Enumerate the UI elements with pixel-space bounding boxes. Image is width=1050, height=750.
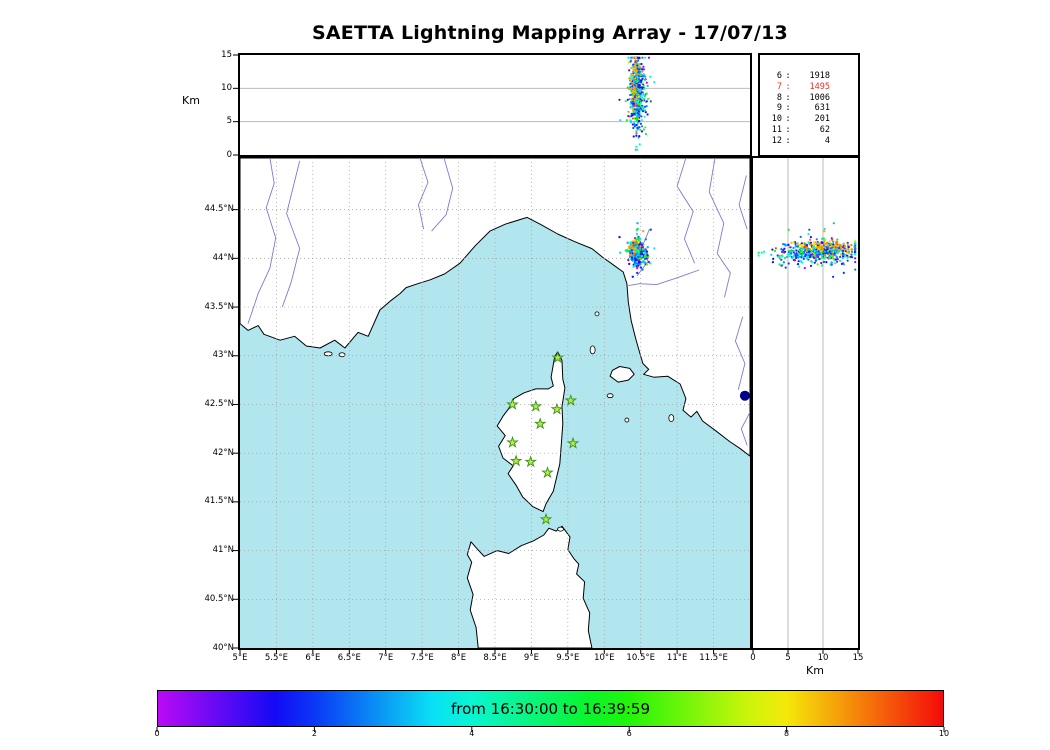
- station-count-row: 12:4: [770, 136, 850, 147]
- altitude-tick-label-left: 15: [204, 50, 232, 60]
- colorbar-tick-label: 0: [143, 729, 171, 738]
- altitude-tick-label-bottom: 5: [774, 653, 802, 663]
- station-number: 8: [770, 93, 782, 104]
- lat-tick-label: 42°N: [190, 448, 234, 458]
- source-count: 1495: [794, 82, 830, 93]
- source-count: 1006: [794, 93, 830, 104]
- lat-tick-label: 41.5°N: [190, 496, 234, 506]
- station-number: 10: [770, 114, 782, 125]
- map-plot: [240, 158, 750, 648]
- station-number: 11: [770, 125, 782, 136]
- islet: [625, 418, 629, 422]
- altitude-longitude-plot: [240, 55, 750, 155]
- source-count: 631: [794, 103, 830, 114]
- altitude-longitude-scatter: [618, 57, 655, 151]
- islet: [324, 352, 332, 356]
- altitude-latitude-scatter: [758, 222, 857, 278]
- station-count-row: 9:631: [770, 103, 850, 114]
- station-number: 9: [770, 103, 782, 114]
- colorbar-tick-label: 8: [773, 729, 801, 738]
- colorbar-tick-label: 2: [300, 729, 328, 738]
- lon-tick-label: 11.5°E: [690, 653, 738, 663]
- altitude-axis-unit-bottom: Km: [793, 664, 837, 677]
- colorbar-tick-label: 6: [615, 729, 643, 738]
- lat-tick-label: 43.5°N: [190, 302, 234, 312]
- station-count-row: 7:1495: [770, 82, 850, 93]
- station-number: 12: [770, 136, 782, 147]
- altitude-tick-label-bottom: 0: [739, 653, 767, 663]
- lat-tick-label: 40.5°N: [190, 594, 234, 604]
- lat-tick-label: 40°N: [190, 643, 234, 653]
- altitude-tick-label-left: 5: [204, 116, 232, 126]
- source-count: 201: [794, 114, 830, 125]
- station-number: 7: [770, 82, 782, 93]
- station-count-row: 11:62: [770, 125, 850, 136]
- islet: [607, 394, 613, 398]
- page-title: SAETTA Lightning Mapping Array - 17/07/1…: [240, 22, 860, 44]
- station-count-row: 8:1006: [770, 93, 850, 104]
- lat-tick-label: 41°N: [190, 545, 234, 555]
- altitude-latitude-panel: [751, 156, 860, 650]
- colorbar-tick-label: 10: [930, 729, 958, 738]
- station-count-rows: 6:19187:14958:10069:63110:20111:6212:4: [770, 71, 850, 147]
- islet: [558, 527, 564, 531]
- figure: SAETTA Lightning Mapping Array - 17/07/1…: [0, 0, 1050, 750]
- altitude-tick-label-bottom: 15: [844, 653, 872, 663]
- altitude-tick-label-left: 0: [204, 150, 232, 160]
- station-count-row: 10:201: [770, 114, 850, 125]
- lat-tick-label: 43°N: [190, 350, 234, 360]
- station-count-row: 6:1918: [770, 71, 850, 82]
- islet: [339, 353, 345, 357]
- map-panel: [238, 156, 752, 650]
- source-count: 4: [794, 136, 830, 147]
- colorbar-label: from 16:30:00 to 16:39:59: [158, 691, 943, 726]
- islet: [669, 415, 674, 422]
- station-count-legend: 6:19187:14958:10069:63110:20111:6212:4: [758, 53, 860, 157]
- station-number: 6: [770, 71, 782, 82]
- time-colorbar: from 16:30:00 to 16:39:59: [157, 690, 944, 727]
- lat-tick-label: 42.5°N: [190, 399, 234, 409]
- altitude-tick-label-bottom: 10: [809, 653, 837, 663]
- lat-tick-label: 44.5°N: [190, 204, 234, 214]
- islet: [595, 312, 599, 316]
- altitude-tick-label-left: 10: [204, 83, 232, 93]
- altitude-latitude-plot: [753, 158, 858, 648]
- altitude-axis-unit-left: Km: [182, 94, 200, 107]
- altitude-longitude-panel: [238, 53, 752, 157]
- islet: [590, 346, 595, 354]
- source-count: 62: [794, 125, 830, 136]
- source-count: 1918: [794, 71, 830, 82]
- lake-marker: [740, 391, 750, 401]
- lat-tick-label: 44°N: [190, 253, 234, 263]
- colorbar-tick-label: 4: [458, 729, 486, 738]
